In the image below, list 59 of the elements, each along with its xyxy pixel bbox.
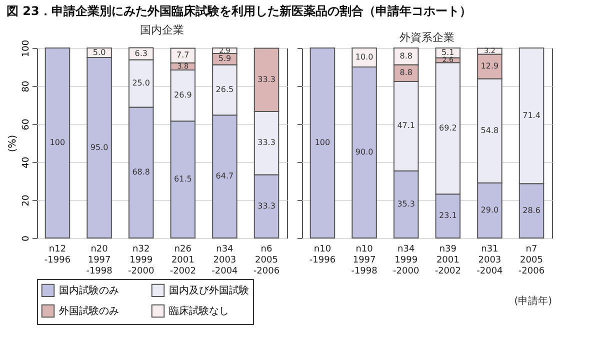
data-label: 5.1 — [442, 48, 454, 57]
y-tick-label: 40 — [22, 156, 32, 168]
data-label: 64.7 — [216, 172, 234, 181]
data-label: 100 — [50, 138, 66, 147]
x-tick-label: n20 1997 -1998 — [86, 244, 113, 276]
data-label: 26.5 — [216, 84, 234, 94]
data-label: 26.9 — [174, 90, 192, 100]
x-tick-label: n34 1999 -2000 — [393, 244, 420, 276]
y-tick-label: 0 — [22, 235, 32, 242]
legend-label: 国内及び外国試験 — [169, 284, 249, 296]
y-tick-label: 80 — [22, 80, 32, 92]
data-label: 10.0 — [355, 52, 374, 62]
data-label: 5.9 — [218, 54, 232, 64]
data-label: 95.0 — [90, 142, 108, 152]
x-tick-label: n32 1999 -2000 — [128, 244, 154, 276]
data-label: 7.7 — [176, 50, 190, 60]
data-label: 33.3 — [258, 138, 276, 148]
data-label: 25.0 — [132, 78, 150, 88]
data-label: 33.3 — [258, 201, 276, 210]
x-tick-label: n6 2005 -2006 — [253, 244, 280, 276]
data-label: 68.8 — [132, 168, 150, 177]
chart-title: 図 23．申請企業別にみた外国臨床試験を利用した新医薬品の割合（申請年コホート） — [6, 4, 472, 18]
legend-label: 国内試験のみ — [59, 284, 119, 296]
bar — [44, 48, 70, 238]
data-label: 90.0 — [355, 148, 374, 156]
data-label: 12.9 — [480, 62, 499, 71]
data-label: 29.0 — [480, 205, 499, 214]
x-tick-label: n10 -1996 — [309, 244, 336, 266]
y-tick-label: 100 — [22, 40, 32, 58]
data-label: 8.8 — [400, 51, 412, 60]
y-axis-title: (%) — [8, 134, 18, 152]
x-tick-label: n34 2003 -2004 — [212, 244, 238, 276]
x-tick-label: n7 2005 -2006 — [518, 244, 545, 276]
data-label: 100 — [314, 138, 330, 147]
y-tick-label: 20 — [22, 194, 32, 206]
data-label: 33.3 — [258, 74, 276, 84]
x-tick-label: n39 2001 -2002 — [434, 244, 461, 276]
chart-subtitle: 外資系企業 — [400, 31, 454, 44]
data-label: 5.0 — [92, 48, 106, 57]
bar — [310, 48, 336, 238]
data-label: 35.3 — [397, 199, 416, 208]
data-label: 8.8 — [400, 68, 412, 78]
x-tick-label: n12 -1996 — [44, 244, 71, 266]
data-label: 61.5 — [174, 174, 192, 184]
data-label: 47.1 — [397, 121, 416, 130]
data-label: 23.1 — [438, 211, 457, 220]
data-label: 6.3 — [134, 48, 148, 58]
data-label: 28.6 — [522, 206, 540, 215]
data-label: 71.4 — [522, 110, 540, 120]
x-tick-label: n10 1997 -1998 — [351, 244, 378, 276]
y-tick-label: 60 — [22, 118, 32, 130]
legend-label: 臨床試験なし — [169, 305, 229, 317]
x-tick-label: n26 2001 -2002 — [170, 244, 196, 276]
x-tick-label: n31 2003 -2004 — [476, 244, 504, 276]
data-label: 69.2 — [438, 123, 457, 132]
chart-subtitle: 国内企業 — [140, 23, 184, 36]
legend-label: 外国試験のみ — [59, 305, 119, 317]
text: (申請年) — [514, 295, 552, 307]
data-label: 54.8 — [480, 126, 499, 135]
